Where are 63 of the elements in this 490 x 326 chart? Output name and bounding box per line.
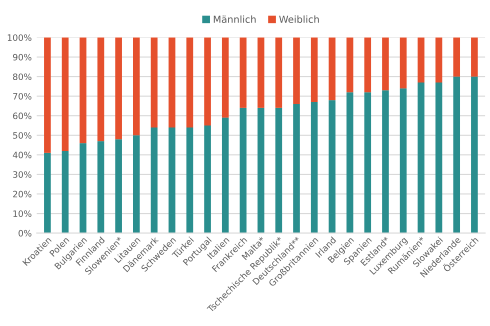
y-tick-label: 80% bbox=[13, 73, 32, 80]
legend-label: Männlich bbox=[214, 15, 256, 23]
bar bbox=[168, 37, 176, 128]
bar bbox=[62, 150, 69, 234]
y-tick-label: 50% bbox=[13, 132, 32, 139]
y-tick-label: 100% bbox=[8, 34, 32, 41]
bar bbox=[418, 37, 424, 82]
bar bbox=[471, 37, 478, 77]
bar bbox=[97, 141, 104, 234]
bar bbox=[133, 135, 140, 234]
bar bbox=[222, 37, 229, 118]
y-tick-label: 90% bbox=[12, 54, 32, 60]
bar bbox=[150, 127, 158, 234]
bar bbox=[293, 104, 300, 234]
bar bbox=[204, 37, 211, 126]
bar bbox=[115, 139, 122, 234]
bar bbox=[275, 108, 282, 234]
y-tick-label: 60% bbox=[13, 112, 32, 120]
bar bbox=[293, 37, 300, 104]
bar bbox=[453, 76, 460, 234]
bar bbox=[80, 143, 86, 234]
y-tick-label: 10% bbox=[13, 210, 32, 217]
y-tick-label: 20% bbox=[13, 190, 32, 198]
y-tick-label: 40% bbox=[12, 152, 32, 158]
bar bbox=[204, 126, 211, 234]
bar bbox=[150, 37, 158, 128]
y-tick-label: 0% bbox=[18, 230, 32, 237]
bar bbox=[115, 37, 122, 140]
bar bbox=[310, 37, 318, 102]
bar bbox=[364, 37, 372, 92]
bar bbox=[258, 37, 264, 108]
y-tick-label: 30% bbox=[13, 171, 32, 178]
bar bbox=[240, 108, 247, 234]
bar bbox=[186, 37, 194, 128]
bar bbox=[382, 90, 389, 234]
bar bbox=[240, 37, 247, 108]
bar bbox=[275, 37, 282, 108]
bar bbox=[471, 76, 478, 234]
bar bbox=[346, 37, 354, 92]
bar bbox=[328, 37, 336, 100]
bar bbox=[400, 37, 407, 88]
bar bbox=[364, 92, 372, 234]
bar bbox=[97, 37, 104, 142]
bar bbox=[44, 37, 51, 153]
bar bbox=[435, 82, 442, 234]
bar bbox=[62, 37, 69, 151]
bar bbox=[186, 127, 194, 234]
bar bbox=[44, 152, 51, 234]
bar bbox=[328, 100, 336, 234]
bar bbox=[168, 127, 176, 234]
bar bbox=[133, 37, 140, 136]
bar bbox=[222, 118, 229, 234]
bar bbox=[435, 37, 442, 82]
bar bbox=[418, 82, 424, 234]
bar bbox=[80, 37, 86, 144]
bar bbox=[400, 88, 407, 234]
bar bbox=[258, 108, 264, 234]
bar bbox=[382, 37, 389, 90]
y-tick-label: 70% bbox=[13, 93, 32, 100]
bar bbox=[453, 37, 460, 77]
legend-label: Weiblich bbox=[279, 15, 319, 23]
bar bbox=[346, 92, 354, 234]
bar bbox=[310, 102, 318, 234]
